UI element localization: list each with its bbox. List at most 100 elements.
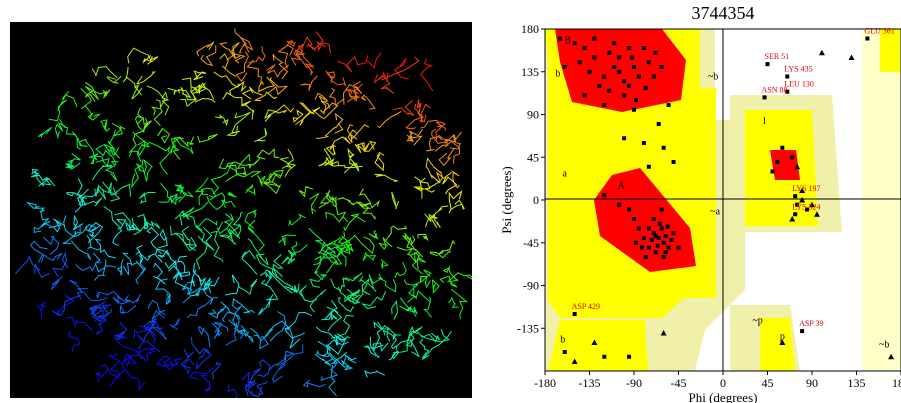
backbone-trace — [268, 320, 305, 339]
backbone-trace — [431, 128, 449, 145]
backbone-trace — [428, 216, 441, 228]
backbone-trace — [112, 183, 132, 197]
backbone-trace — [406, 235, 423, 258]
backbone-trace — [97, 184, 121, 202]
region-label: p — [780, 332, 785, 343]
backbone-trace — [278, 234, 296, 246]
backbone-trace — [313, 255, 324, 281]
backbone-trace — [65, 153, 81, 169]
backbone-trace — [213, 321, 229, 333]
backbone-trace — [285, 311, 313, 331]
backbone-trace — [393, 57, 409, 80]
residue-point — [627, 46, 632, 50]
backbone-trace — [233, 322, 254, 343]
backbone-trace — [74, 223, 101, 238]
backbone-trace — [116, 258, 124, 276]
backbone-trace — [361, 94, 376, 110]
backbone-trace — [330, 314, 354, 339]
backbone-trace — [95, 318, 107, 336]
residue-point — [597, 84, 602, 88]
y-tick-label: 45 — [527, 150, 539, 164]
backbone-trace — [199, 375, 212, 393]
residue-point — [666, 245, 671, 250]
backbone-trace — [164, 260, 183, 276]
residue-point — [775, 160, 780, 164]
backbone-trace — [368, 230, 379, 240]
backbone-trace — [309, 192, 320, 215]
backbone-trace — [72, 214, 84, 231]
residue-point — [633, 240, 638, 245]
backbone-trace — [315, 121, 341, 139]
backbone-trace — [229, 80, 247, 95]
backbone-trace — [225, 328, 244, 346]
residue-point — [622, 93, 627, 98]
backbone-trace — [200, 44, 217, 67]
backbone-trace — [257, 359, 271, 377]
backbone-trace — [124, 293, 141, 304]
backbone-trace — [241, 86, 263, 100]
backbone-trace — [405, 111, 425, 130]
backbone-trace — [133, 325, 154, 339]
backbone-trace — [93, 265, 116, 281]
residue-point — [572, 312, 577, 316]
backbone-trace — [142, 55, 159, 64]
backbone-trace — [174, 184, 195, 198]
backbone-trace — [248, 46, 266, 63]
backbone-trace — [334, 235, 355, 257]
backbone-trace — [334, 333, 351, 343]
backbone-trace — [157, 127, 171, 144]
residue-point — [643, 255, 648, 259]
backbone-trace — [247, 157, 261, 169]
backbone-trace — [86, 222, 104, 242]
residue-point — [795, 202, 800, 207]
backbone-trace — [391, 300, 398, 320]
residue-point — [627, 354, 632, 359]
backbone-trace — [374, 173, 398, 182]
residue-point — [665, 224, 670, 229]
backbone-trace — [240, 36, 254, 53]
backbone-trace — [167, 86, 183, 95]
backbone-trace — [272, 363, 286, 383]
residue-point — [656, 236, 661, 240]
backbone-trace — [358, 276, 371, 296]
gly-point — [809, 201, 815, 208]
backbone-trace — [203, 276, 220, 293]
backbone-trace — [151, 310, 166, 320]
plot-layer: -180 -135 -90 -45 0 45 90 135 180 -135 -90 -45 0 45 90… — [517, 22, 901, 390]
y-tick-label: -45 — [523, 236, 539, 250]
backbone-trace — [277, 44, 294, 69]
backbone-trace — [407, 284, 419, 300]
residue-point — [793, 194, 798, 199]
residue-point — [800, 329, 805, 334]
backbone-trace — [123, 262, 132, 276]
backbone-trace — [254, 91, 278, 101]
x-tick-label: 180 — [892, 376, 901, 390]
backbone-trace — [52, 294, 81, 316]
backbone-trace — [256, 174, 266, 187]
backbone-trace — [89, 305, 113, 318]
backbone-trace — [136, 71, 156, 85]
backbone-trace — [247, 219, 265, 251]
backbone-trace — [313, 252, 339, 265]
backbone-trace — [406, 289, 431, 303]
backbone-trace — [342, 83, 363, 105]
backbone-trace — [343, 213, 366, 232]
backbone-trace — [174, 271, 191, 287]
backbone-trace — [169, 318, 180, 330]
backbone-trace — [439, 275, 459, 288]
backbone-trace — [378, 237, 393, 250]
backbone-trace — [48, 99, 67, 122]
backbone-trace — [132, 131, 151, 163]
backbone-trace — [329, 136, 351, 151]
backbone-trace — [284, 325, 301, 349]
backbone-trace — [345, 83, 363, 97]
backbone-trace — [216, 213, 234, 235]
backbone-trace — [190, 84, 215, 100]
residue-point — [770, 169, 775, 174]
backbone-trace — [263, 173, 281, 188]
residue-point — [587, 69, 592, 74]
backbone-trace — [105, 160, 119, 182]
backbone-trace — [208, 192, 236, 208]
allowed-region — [760, 318, 795, 371]
backbone-trace — [231, 304, 242, 332]
